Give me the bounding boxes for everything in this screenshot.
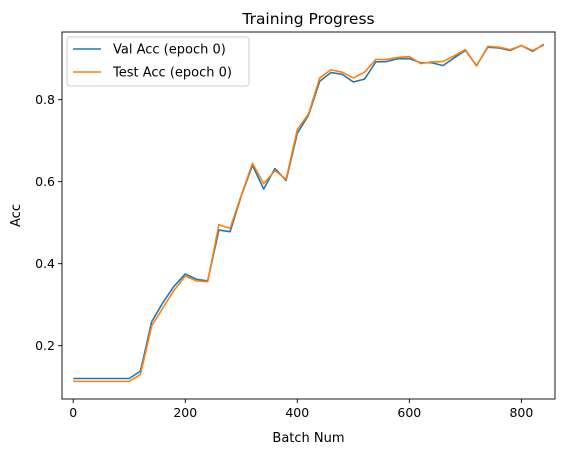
- y-tick-label: 0.8: [35, 92, 55, 107]
- y-tick-label: 0.6: [35, 174, 55, 189]
- x-axis: 0 200 400 600 800: [69, 399, 533, 420]
- plot-lines: [73, 43, 545, 383]
- x-axis-title: Batch Num: [272, 431, 344, 446]
- y-tick-label: 0.2: [35, 338, 55, 353]
- chart-title: Training Progress: [241, 10, 374, 28]
- x-tick-label: 800: [509, 405, 533, 420]
- x-tick-label: 200: [173, 405, 197, 420]
- y-axis-title: Acc: [9, 204, 24, 227]
- plot-frame: [61, 31, 556, 400]
- y-axis: 0.2 0.4 0.6 0.8: [35, 92, 62, 353]
- legend-box: [66, 36, 250, 87]
- legend-label-test-acc: Test Acc (epoch 0): [112, 66, 232, 81]
- x-tick-label: 600: [397, 405, 421, 420]
- y-tick-label: 0.4: [35, 256, 55, 271]
- legend: Val Acc (epoch 0) Test Acc (epoch 0): [66, 36, 250, 87]
- x-tick-label: 400: [285, 405, 309, 420]
- series-line-test-acc-epoch-0: [73, 44, 545, 383]
- x-tick-label: 0: [69, 405, 77, 420]
- legend-label-val-acc: Val Acc (epoch 0): [113, 43, 226, 58]
